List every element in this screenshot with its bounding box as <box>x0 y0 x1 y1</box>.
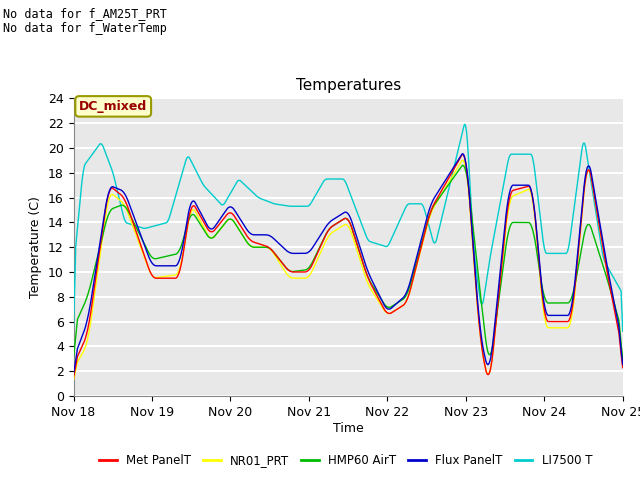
Title: Temperatures: Temperatures <box>296 78 401 93</box>
Y-axis label: Temperature (C): Temperature (C) <box>29 196 42 298</box>
X-axis label: Time: Time <box>333 421 364 434</box>
Text: No data for f_WaterTemp: No data for f_WaterTemp <box>3 22 167 35</box>
Text: DC_mixed: DC_mixed <box>79 100 147 113</box>
Text: No data for f_AM25T_PRT: No data for f_AM25T_PRT <box>3 7 167 20</box>
Legend: Met PanelT, NR01_PRT, HMP60 AirT, Flux PanelT, LI7500 T: Met PanelT, NR01_PRT, HMP60 AirT, Flux P… <box>94 449 597 472</box>
